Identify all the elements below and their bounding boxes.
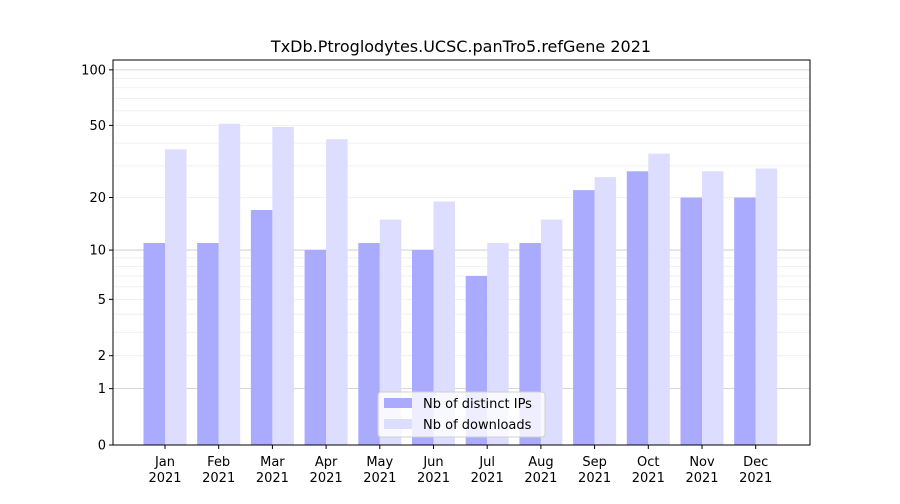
bar-distinct-ips [304, 250, 327, 445]
bar-downloads [755, 168, 778, 445]
bar-distinct-ips [250, 210, 273, 445]
bar-downloads [165, 149, 187, 445]
bar-distinct-ips [573, 190, 595, 445]
chart-title: TxDb.Ptroglodytes.UCSC.panTro5.refGene 2… [270, 37, 651, 56]
bar-distinct-ips [143, 243, 165, 445]
bar-downloads [379, 219, 402, 445]
x-tick-label: Apr 2021 [310, 455, 343, 486]
x-tick-label: Jul 2021 [471, 455, 504, 486]
bar-downloads [594, 177, 617, 445]
bar-distinct-ips [358, 243, 380, 445]
bar-distinct-ips [734, 197, 756, 445]
legend-box [377, 391, 546, 438]
y-tick-label: 10 [89, 244, 106, 259]
bar-downloads [218, 123, 241, 445]
y-tick-label: 1 [98, 382, 106, 397]
y-tick-label: 2 [98, 349, 106, 364]
legend-label: Nb of downloads [423, 418, 532, 433]
y-tick-label: 100 [81, 63, 106, 78]
x-tick-label: May 2021 [363, 455, 396, 486]
legend: Nb of distinct IPs Nb of downloads [377, 391, 546, 438]
bar-downloads [272, 126, 294, 446]
bar-distinct-ips [626, 171, 649, 445]
x-tick-label: Feb 2021 [202, 455, 235, 486]
bar-downloads [540, 219, 563, 445]
x-tick-label: Sep 2021 [578, 455, 611, 486]
x-tick-label: Mar 2021 [256, 455, 289, 486]
bar-downloads [326, 139, 348, 445]
bar-distinct-ips [680, 197, 702, 445]
y-tick-label: 50 [89, 119, 106, 134]
x-tick-label: Jun 2021 [417, 455, 450, 486]
bar-downloads [433, 201, 455, 445]
x-tick-label: Jan 2021 [148, 455, 181, 486]
x-tick-label: Dec 2021 [739, 455, 772, 486]
bar-distinct-ips [197, 243, 219, 445]
plot-frame [112, 59, 811, 446]
x-tick-label: Oct 2021 [632, 455, 665, 486]
y-tick-label: 0 [98, 439, 106, 454]
legend-swatch [384, 419, 412, 429]
x-tick-label: Aug 2021 [524, 455, 557, 486]
legend-label: Nb of distinct IPs [423, 397, 532, 412]
legend-swatch [384, 398, 412, 408]
x-tick-label: Nov 2021 [685, 455, 718, 486]
y-tick-label: 5 [98, 293, 106, 308]
bar-downloads [702, 171, 724, 445]
y-tick-label: 20 [89, 191, 106, 206]
bar-downloads [648, 153, 670, 446]
